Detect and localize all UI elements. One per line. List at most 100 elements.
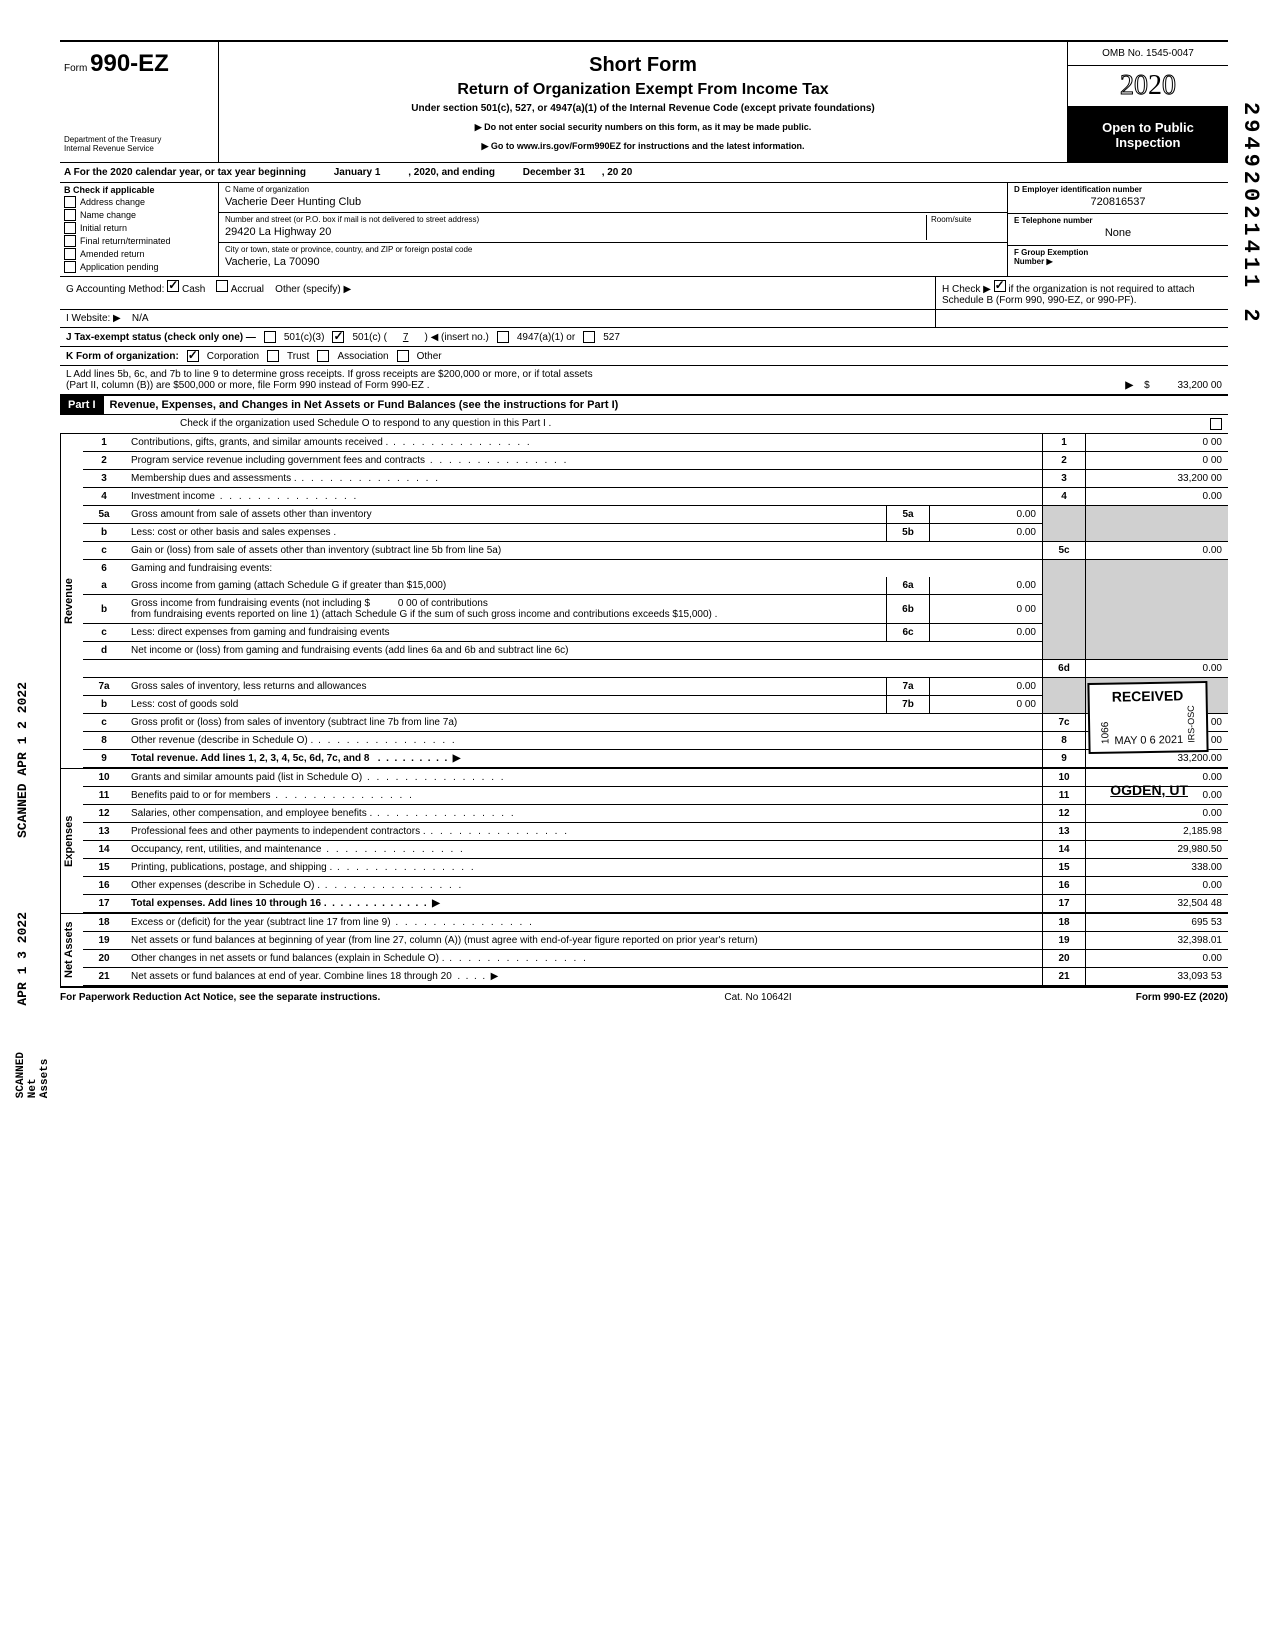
title-return: Return of Organization Exempt From Incom…: [227, 81, 1059, 99]
scanned-stamp-1: SCANNED APR 1 2 2022: [15, 682, 30, 838]
line-7c: cGross profit or (loss) from sales of in…: [83, 714, 1228, 732]
part-1-label: Part I: [60, 396, 104, 414]
line-5c: cGain or (loss) from sale of assets othe…: [83, 542, 1228, 560]
row-j: J Tax-exempt status (check only one) — 5…: [60, 328, 1228, 347]
line-10: 10Grants and similar amounts paid (list …: [83, 769, 1228, 787]
footer-center: Cat. No 10642I: [724, 992, 791, 1003]
l-text-2: (Part II, column (B)) are $500,000 or mo…: [66, 380, 429, 391]
org-name-value: Vacherie Deer Hunting Club: [225, 194, 1001, 210]
check-corporation[interactable]: [187, 350, 199, 362]
check-application-pending[interactable]: [64, 261, 76, 273]
room-label: Room/suite: [931, 215, 1001, 224]
line-15: 15Printing, publications, postage, and s…: [83, 859, 1228, 877]
check-name-change[interactable]: [64, 209, 76, 221]
l-text-1: L Add lines 5b, 6c, and 7b to line 9 to …: [66, 369, 1222, 380]
line-7a: 7aGross sales of inventory, less returns…: [83, 678, 1228, 696]
city-value: Vacherie, La 70090: [225, 254, 1001, 270]
ein-value: 720816537: [1014, 194, 1222, 210]
check-schedule-o-part1[interactable]: [1210, 418, 1222, 430]
side-label-revenue: Revenue: [60, 434, 83, 768]
row-gh: G Accounting Method: Cash Accrual Other …: [60, 277, 1228, 310]
check-amended-return[interactable]: [64, 248, 76, 260]
col-b-checkboxes: B Check if applicable Address change Nam…: [60, 183, 219, 276]
h-label: H Check ▶: [942, 284, 991, 295]
omb-number: OMB No. 1545-0047: [1068, 42, 1228, 66]
j-label: J Tax-exempt status (check only one) —: [66, 332, 256, 343]
row-l: L Add lines 5b, 6c, and 7b to line 9 to …: [60, 366, 1228, 396]
line-18: 18Excess or (deficit) for the year (subt…: [83, 914, 1228, 932]
instr-website: ▶ Go to www.irs.gov/Form990EZ for instru…: [227, 141, 1059, 152]
form-number-big: 990-EZ: [90, 50, 169, 77]
scanned-stamp-2: APR 1 3 2022: [15, 912, 30, 1006]
line-21: 21Net assets or fund balances at end of …: [83, 968, 1228, 986]
revenue-section: Revenue 1Contributions, gifts, grants, a…: [60, 434, 1228, 769]
line-20: 20Other changes in net assets or fund ba…: [83, 950, 1228, 968]
check-association[interactable]: [317, 350, 329, 362]
net-assets-section: Net Assets 18Excess or (deficit) for the…: [60, 914, 1228, 988]
line-14: 14Occupancy, rent, utilities, and mainte…: [83, 841, 1228, 859]
g-label: G Accounting Method:: [66, 284, 164, 295]
ein-label: D Employer identification number: [1014, 185, 1222, 194]
501c-number: 7: [395, 332, 417, 343]
website-value: N/A: [132, 313, 149, 324]
dln-stamp: 29492021411 2: [1238, 102, 1263, 326]
part-1-title: Revenue, Expenses, and Changes in Net As…: [104, 396, 1228, 414]
line-5a: 5aGross amount from sale of assets other…: [83, 506, 1228, 524]
phone-value: None: [1014, 225, 1222, 241]
line-1: 1Contributions, gifts, grants, and simil…: [83, 434, 1228, 452]
row-i: I Website: ▶ N/A: [60, 310, 1228, 328]
group-exemption-label: F Group Exemption Number ▶: [1014, 248, 1222, 266]
check-trust[interactable]: [267, 350, 279, 362]
l-value: 33,200 00: [1178, 380, 1223, 391]
org-name-label: C Name of organization: [225, 185, 1001, 194]
subtitle: Under section 501(c), 527, or 4947(a)(1)…: [227, 103, 1059, 114]
part-1-check-o: Check if the organization used Schedule …: [60, 415, 1228, 434]
line-12: 12Salaries, other compensation, and empl…: [83, 805, 1228, 823]
check-4947[interactable]: [497, 331, 509, 343]
info-grid: B Check if applicable Address change Nam…: [60, 183, 1228, 277]
check-cash[interactable]: [167, 280, 179, 292]
check-accrual[interactable]: [216, 280, 228, 292]
check-final-return[interactable]: [64, 235, 76, 247]
instr-ssn: ▶ Do not enter social security numbers o…: [227, 122, 1059, 133]
row-k: K Form of organization: Corporation Trus…: [60, 347, 1228, 366]
received-stamp: RECEIVED 1066 MAY 0 6 2021 IRS-OSC: [1088, 681, 1209, 754]
expenses-section: Expenses 10Grants and similar amounts pa…: [60, 769, 1228, 914]
line-8: 8Other revenue (describe in Schedule O) …: [83, 732, 1228, 750]
check-initial-return[interactable]: [64, 222, 76, 234]
k-label: K Form of organization:: [66, 351, 179, 362]
line-19: 19Net assets or fund balances at beginni…: [83, 932, 1228, 950]
footer-left: For Paperwork Reduction Act Notice, see …: [60, 992, 380, 1003]
col-b-header: B Check if applicable: [64, 185, 214, 195]
line-6: 6Gaming and fundraising events:: [83, 560, 1228, 578]
form-number: Form 990-EZ: [64, 50, 214, 78]
check-schedule-b[interactable]: [994, 280, 1006, 292]
check-527[interactable]: [583, 331, 595, 343]
dept-line-2: Internal Revenue Service: [64, 145, 214, 154]
line-9: 9Total revenue. Add lines 1, 2, 3, 4, 5c…: [83, 750, 1228, 768]
form-header: Form 990-EZ Department of the Treasury I…: [60, 42, 1228, 163]
row-a-calendar-year: A For the 2020 calendar year, or tax yea…: [60, 163, 1228, 183]
scanned-stamp-3: SCANNED Net Assets: [15, 1052, 51, 1098]
street-value: 29420 La Highway 20: [225, 224, 926, 240]
ogden-stamp: OGDEN, UT: [1110, 782, 1188, 798]
form-prefix: Form: [64, 63, 87, 74]
line-2: 2Program service revenue including gover…: [83, 452, 1228, 470]
check-other-org[interactable]: [397, 350, 409, 362]
i-label: I Website: ▶: [66, 313, 121, 324]
footer: For Paperwork Reduction Act Notice, see …: [60, 988, 1228, 1007]
street-label: Number and street (or P.O. box if mail i…: [225, 215, 926, 224]
line-6d-row: 6d0.00: [83, 660, 1228, 678]
footer-right: Form 990-EZ (2020): [1136, 992, 1228, 1003]
check-501c[interactable]: [332, 331, 344, 343]
title-short-form: Short Form: [227, 54, 1059, 77]
line-4: 4Investment income40.00: [83, 488, 1228, 506]
side-label-netassets: Net Assets: [60, 914, 83, 986]
line-3: 3Membership dues and assessments .333,20…: [83, 470, 1228, 488]
part-1-header-row: Part I Revenue, Expenses, and Changes in…: [60, 396, 1228, 415]
check-501c3[interactable]: [264, 331, 276, 343]
line-17: 17Total expenses. Add lines 10 through 1…: [83, 895, 1228, 913]
line-11: 11Benefits paid to or for members110.00: [83, 787, 1228, 805]
side-label-expenses: Expenses: [60, 769, 83, 913]
check-address-change[interactable]: [64, 196, 76, 208]
